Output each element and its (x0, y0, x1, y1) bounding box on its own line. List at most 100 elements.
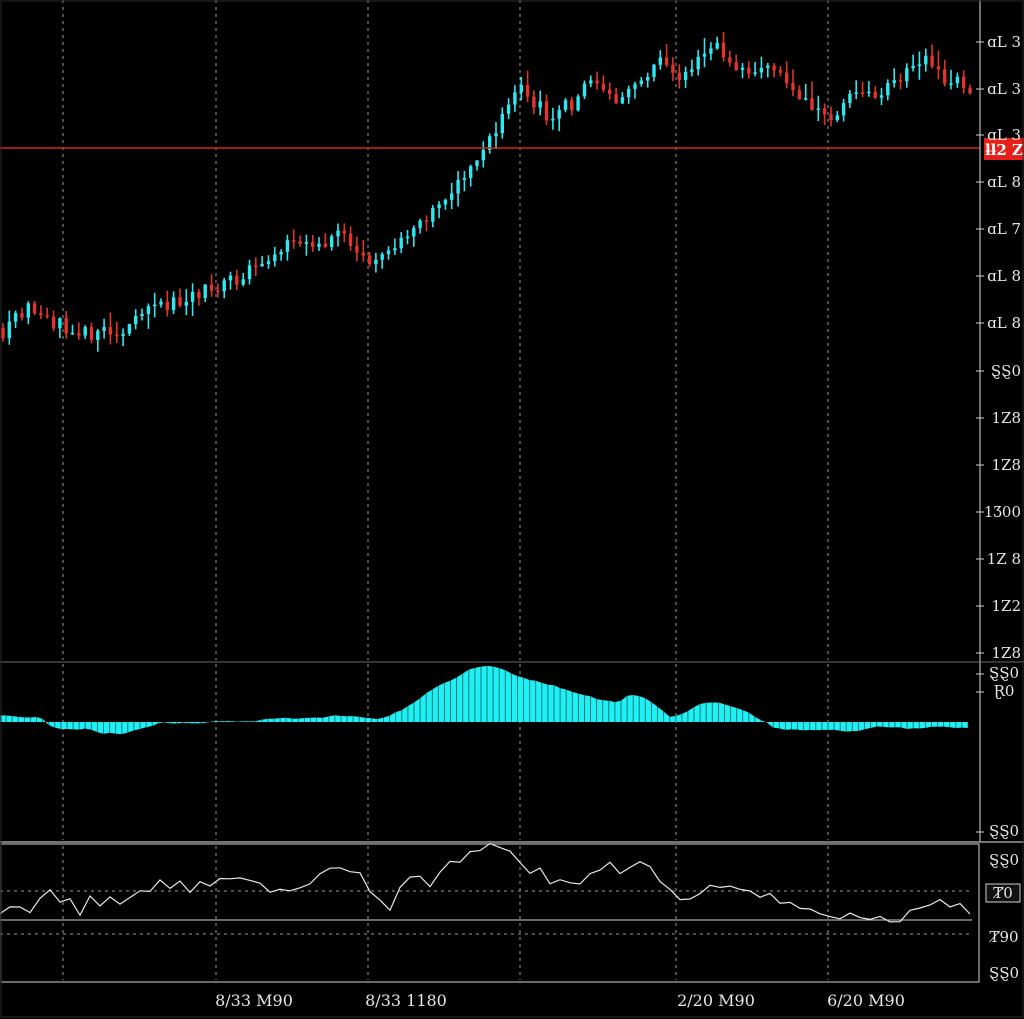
time-axis-label: 6/20 M90 (827, 991, 905, 1010)
candle-body (96, 330, 100, 340)
candle-body (702, 53, 707, 57)
candle-body (601, 83, 606, 90)
candle-body (532, 96, 536, 108)
candle-body (424, 220, 429, 222)
candle-body (658, 57, 662, 65)
candle-body (83, 327, 87, 336)
candle-body (222, 280, 226, 292)
candle-body (469, 166, 473, 178)
time-axis-label: 2/20 M90 (677, 991, 755, 1010)
candle-body (683, 71, 688, 81)
candle-body (178, 297, 182, 306)
candle-body (77, 332, 81, 336)
time-axis: 8/33 M90 8/33 1180 2/20 M90 6/20 M90 (215, 991, 905, 1010)
candle-body (380, 254, 384, 260)
price-axis-label: 1Z8 (991, 409, 1021, 427)
candle-body (317, 243, 321, 247)
price-axis-label: ɑL 3 (987, 80, 1021, 98)
candle-body (810, 98, 814, 110)
candle-body (816, 108, 820, 110)
price-axis-label: ɑL 7 (987, 220, 1021, 238)
candle-body (488, 136, 492, 150)
candle-body (336, 230, 340, 237)
candle-body (930, 55, 934, 67)
candle-body (589, 80, 593, 84)
candle-body (696, 56, 700, 70)
candle-body (153, 304, 157, 307)
candlestick-series (1, 31, 972, 352)
candle-body (304, 242, 309, 244)
candle-body (140, 313, 144, 316)
candle-body (664, 57, 669, 65)
candle-body (924, 55, 928, 65)
candle-body (740, 67, 745, 70)
candle-body (804, 98, 808, 100)
svg-text:ƚƚ2 Z: ƚƚ2 Z (985, 141, 1023, 159)
candle-body (721, 42, 726, 58)
candle-body (778, 70, 783, 73)
candle-body (538, 101, 542, 108)
candle-body (785, 72, 789, 84)
candle-body (437, 204, 441, 208)
oscillator-grid (0, 846, 972, 980)
time-axis-label: 8/33 1180 (365, 991, 447, 1010)
histogram-bars (0, 665, 969, 735)
candle-body (646, 77, 650, 81)
candle-body (330, 236, 334, 247)
price-axis-label: ɑL 8 (987, 173, 1021, 191)
time-axis-label: 8/33 M90 (215, 991, 293, 1010)
oscillator-axis-label: ⱾⱾ0 (989, 851, 1019, 869)
candle-body (766, 65, 770, 68)
oscillator-axis-label: ⱾⱾ0 (989, 964, 1019, 982)
candle-body (576, 96, 580, 111)
price-axis-label: 1Z 8 (987, 550, 1021, 568)
oscillator-value-tag (985, 883, 1021, 903)
candle-body (898, 80, 903, 82)
candle-body (405, 236, 410, 239)
candle-body (481, 149, 485, 161)
candle-body (165, 301, 169, 311)
candle-body (45, 315, 49, 317)
price-axis-label: 1Z2 (991, 597, 1021, 615)
candle-body (728, 57, 732, 63)
candle-body (26, 303, 30, 318)
price-axis-label: ɑL 3 (987, 126, 1021, 144)
candle-body (854, 92, 858, 94)
candle-body (917, 64, 922, 66)
candle-body (184, 301, 188, 306)
candle-body (955, 76, 960, 84)
candle-body (962, 76, 966, 89)
candle-body (475, 160, 479, 167)
candle-body (747, 67, 751, 74)
candle-body (506, 104, 511, 114)
histogram-axis-label: Ɽ0 (994, 682, 1015, 700)
candle-body (58, 318, 62, 329)
candle-body (570, 100, 574, 111)
candle-body (64, 318, 68, 334)
candle-body (89, 327, 94, 340)
candle-body (848, 93, 852, 104)
price-axis-label: ɑL 8 (987, 314, 1021, 332)
candle-body (886, 83, 890, 96)
price-axis-label: ⱾⱾ0 (991, 362, 1021, 380)
candle-body (197, 291, 201, 298)
candle-body (797, 90, 802, 100)
candle-body (115, 334, 119, 337)
candle-body (494, 133, 498, 137)
candle-body (247, 265, 252, 280)
candle-body (968, 88, 972, 94)
main-grid (62, 0, 829, 660)
candle-body (146, 306, 151, 314)
candle-body (235, 275, 239, 285)
candle-body (298, 241, 302, 244)
price-axis-label: 1Ʒ00 (984, 503, 1021, 521)
candle-body (190, 291, 195, 302)
oscillator-line (0, 842, 971, 923)
main-candlestick-pane[interactable]: ƚƚ2 Z ɑL 3 ɑL 3 ɑL 3 ɑL 8 ɑL 7 ɑL 8 ɑL 8 ⱾⱾ0 1Z8… (0, 0, 1024, 662)
